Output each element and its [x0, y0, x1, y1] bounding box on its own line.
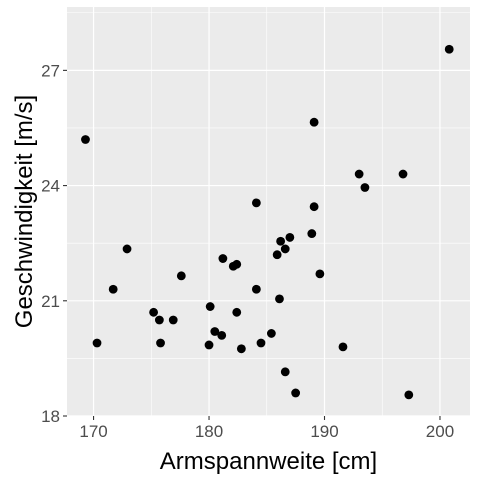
data-point [339, 342, 348, 351]
data-point [93, 339, 102, 348]
data-point [156, 339, 165, 348]
data-point [276, 237, 285, 246]
data-point [361, 183, 370, 192]
x-tick-label: 200 [426, 422, 454, 441]
y-tick-label: 24 [41, 177, 60, 196]
data-point [281, 245, 290, 254]
y-tick-label: 18 [41, 407, 60, 426]
x-tick-label: 180 [195, 422, 223, 441]
data-point [169, 316, 178, 325]
data-point [267, 329, 276, 338]
data-point [285, 233, 294, 242]
data-point [257, 339, 266, 348]
data-point [155, 316, 164, 325]
data-point [275, 294, 284, 303]
data-point [310, 118, 319, 127]
plot-panel [67, 7, 470, 416]
x-axis-title: Armspannweite [cm] [160, 448, 377, 475]
data-point [123, 245, 132, 254]
data-point [218, 254, 227, 263]
data-point [291, 389, 300, 398]
data-point [404, 390, 413, 399]
data-point [149, 308, 158, 317]
data-point [310, 202, 319, 211]
data-point [217, 331, 226, 340]
data-point [229, 262, 238, 271]
data-point [307, 229, 316, 238]
data-point [355, 170, 364, 179]
data-point [252, 198, 261, 207]
data-point [206, 302, 215, 311]
data-point [281, 367, 290, 376]
data-point [445, 45, 454, 54]
x-tick-label: 190 [310, 422, 338, 441]
y-tick-label: 27 [41, 61, 60, 80]
data-point [109, 285, 118, 294]
data-point [177, 271, 186, 280]
data-point [205, 341, 214, 350]
y-tick-label: 21 [41, 292, 60, 311]
y-axis-title: Geschwindigkeit [m/s] [11, 95, 38, 328]
data-point [81, 135, 90, 144]
data-point [315, 270, 324, 279]
x-tick-label: 170 [79, 422, 107, 441]
data-point [252, 285, 261, 294]
data-point [232, 308, 241, 317]
data-point [273, 250, 282, 259]
data-point [237, 344, 246, 353]
data-point [399, 170, 408, 179]
